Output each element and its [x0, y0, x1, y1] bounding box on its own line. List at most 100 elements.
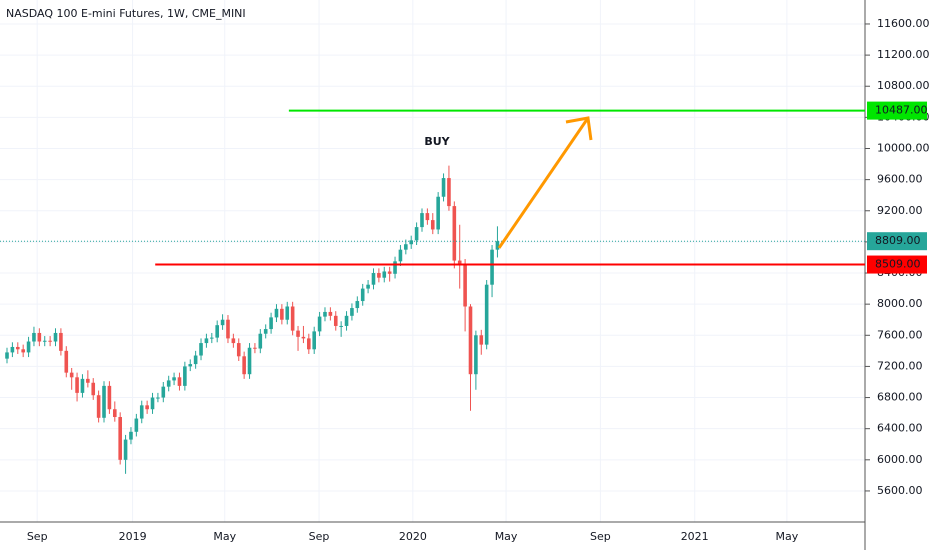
candle-body: [382, 271, 387, 278]
candle-body: [425, 213, 430, 221]
y-tick-label: 7200.00: [877, 359, 923, 372]
candle-body: [231, 338, 236, 344]
candle-body: [247, 347, 252, 375]
candle-body: [441, 178, 446, 197]
candle-body: [457, 260, 462, 264]
candle-body: [42, 340, 47, 342]
x-tick-label: Sep: [590, 530, 611, 543]
candle-body: [344, 315, 349, 326]
price-label: 8509.00: [875, 258, 921, 271]
candle-body: [102, 385, 106, 418]
candle-body: [409, 240, 414, 245]
candle-body: [452, 206, 457, 261]
x-tick-label: 2020: [399, 530, 427, 543]
y-tick-label: 9600.00: [877, 173, 923, 186]
price-label-box: [867, 232, 927, 251]
candle-body: [285, 306, 290, 320]
y-tick-label: 5600.00: [877, 484, 923, 497]
candle-body: [80, 378, 85, 393]
candle-body: [86, 378, 90, 383]
candle-body: [172, 377, 176, 381]
y-tick-label: 8000.00: [877, 297, 923, 310]
candle-body: [134, 418, 139, 432]
candle-body: [112, 409, 117, 418]
x-tick-label: May: [775, 530, 798, 543]
x-tick-label: 2019: [119, 530, 147, 543]
candle-body: [366, 284, 370, 289]
candle-body: [145, 405, 149, 410]
arrow-line: [497, 117, 590, 249]
candle-body: [393, 261, 397, 274]
y-tick-label: 9200.00: [877, 204, 923, 217]
y-tick-label: 6400.00: [877, 422, 923, 435]
candle-body: [371, 273, 376, 285]
candle-body: [15, 346, 20, 350]
candle-body: [430, 220, 435, 230]
candle-body: [10, 346, 15, 353]
x-tick-label: Sep: [27, 530, 48, 543]
candle-body: [139, 405, 144, 419]
candle-body: [107, 385, 112, 410]
candle-body: [236, 343, 241, 357]
candle-body: [161, 386, 166, 398]
candle-body: [312, 331, 317, 350]
candle-body: [150, 397, 155, 410]
price-label-box: [867, 255, 927, 274]
candle-body: [220, 319, 225, 326]
candle-body: [490, 249, 494, 285]
candle-body: [37, 332, 42, 342]
y-tick-label: 6000.00: [877, 453, 923, 466]
candle-body: [69, 372, 74, 378]
candle-body: [258, 333, 263, 349]
candle-body: [91, 382, 96, 396]
candle-body: [156, 397, 160, 399]
candle-body: [323, 311, 327, 317]
candle-body: [177, 377, 182, 386]
candle-body: [5, 352, 9, 359]
arrow-head: [565, 116, 593, 141]
candle-body: [290, 306, 295, 331]
y-tick-label: 11600.00: [877, 17, 930, 30]
candle-body: [317, 316, 322, 332]
price-label-box: [867, 101, 927, 120]
y-tick-label: 10800.00: [877, 79, 930, 92]
candle-body: [360, 288, 365, 302]
candle-body: [468, 306, 473, 375]
candle-body: [328, 311, 333, 316]
candle-body: [129, 431, 133, 440]
candle-body: [226, 319, 230, 339]
candle-body: [414, 227, 419, 241]
candle-body: [263, 329, 268, 334]
candle-body: [183, 366, 187, 386]
candle-body: [333, 315, 338, 326]
candle-body: [420, 213, 424, 228]
candle-body: [53, 332, 58, 342]
candle-body: [495, 241, 500, 250]
candle-body: [377, 273, 381, 278]
candle-body: [307, 338, 311, 350]
x-tick-label: Sep: [309, 530, 330, 543]
price-label: 8809.00: [875, 234, 921, 247]
candle-body: [118, 417, 122, 460]
x-tick-label: 2021: [681, 530, 709, 543]
candle-body: [75, 377, 79, 393]
candle-body: [204, 338, 209, 344]
candle-body: [274, 308, 279, 318]
candle-body: [355, 301, 360, 309]
x-tick-label: May: [213, 530, 236, 543]
candle-body: [280, 308, 284, 320]
candle-body: [21, 349, 25, 353]
candle-body: [436, 196, 440, 230]
candle-body: [166, 380, 171, 387]
candle-body: [269, 317, 273, 330]
candle-body: [193, 355, 198, 365]
candle-body: [404, 244, 408, 250]
annotation-text: BUY: [424, 135, 450, 148]
candle-body: [350, 308, 354, 316]
candle-body: [242, 356, 246, 375]
y-tick-label: 6800.00: [877, 391, 923, 404]
candle-body: [398, 249, 403, 262]
candle-body: [479, 335, 484, 345]
candle-body: [387, 271, 392, 274]
